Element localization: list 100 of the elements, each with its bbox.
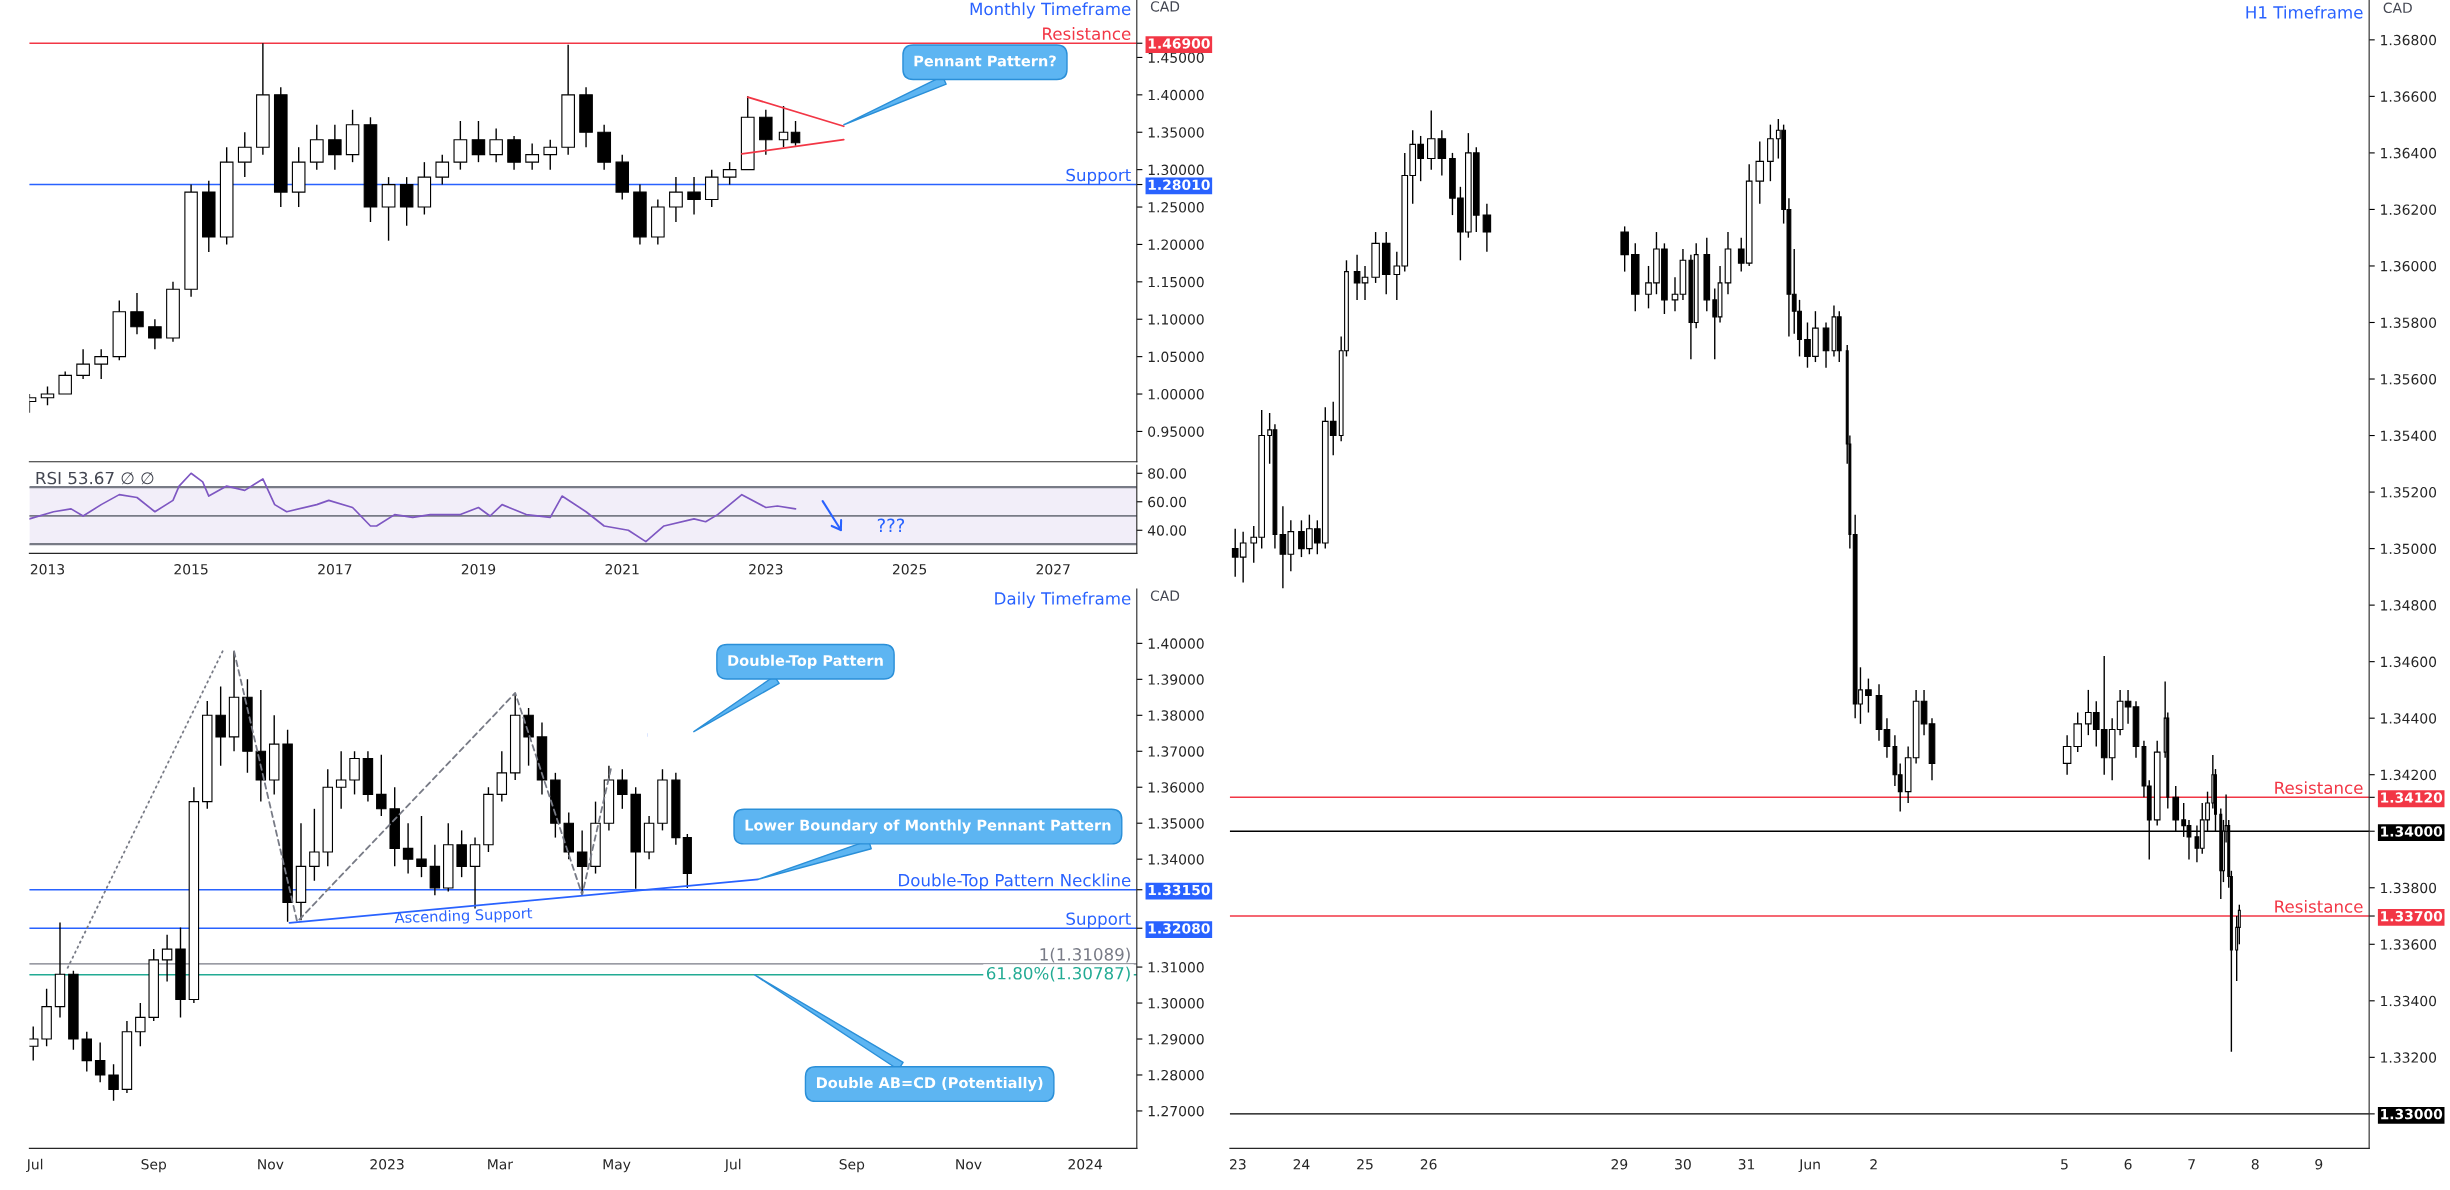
x-tick-label: 7 bbox=[2188, 1159, 2195, 1170]
x-tick-label: 2023 bbox=[749, 564, 783, 575]
candlestick bbox=[1883, 717, 1891, 759]
ref-line-label: 1(1.31089) bbox=[1040, 947, 1130, 963]
candlestick bbox=[435, 153, 450, 186]
candlestick bbox=[76, 348, 90, 380]
y-tick-label: 1.33700 bbox=[2381, 910, 2443, 922]
candlestick bbox=[108, 1063, 119, 1102]
ref-line-label: 61.80%(1.30787) bbox=[986, 966, 1130, 982]
y-tick-label: 1.35800 bbox=[2381, 317, 2437, 328]
candlestick bbox=[328, 124, 342, 171]
candlestick bbox=[148, 318, 162, 350]
y-tick-label: 1.00000 bbox=[1148, 389, 1204, 400]
candlestick bbox=[543, 139, 558, 171]
x-tick-label: 2027 bbox=[1036, 564, 1070, 575]
x-tick-label: 23 bbox=[1230, 1159, 1246, 1170]
x-tick-label: Jul bbox=[724, 1158, 741, 1173]
x-tick-label: Jul bbox=[26, 1158, 43, 1173]
candlestick bbox=[429, 844, 441, 896]
candlestick bbox=[309, 808, 320, 882]
y-tick-label: 1.28000 bbox=[1148, 1069, 1204, 1081]
candlestick bbox=[1767, 123, 1774, 182]
x-tick-label: Sep bbox=[141, 1159, 167, 1173]
candlestick bbox=[687, 176, 701, 216]
y-tick-label: 1.29000 bbox=[1148, 1033, 1204, 1045]
y-tick-label: 1.35000 bbox=[1148, 127, 1204, 138]
x-tick-label: 2025 bbox=[892, 564, 927, 575]
candlestick bbox=[1671, 276, 1679, 312]
x-tick-label: 2023 bbox=[370, 1159, 404, 1170]
x-tick-label: 30 bbox=[1675, 1159, 1691, 1170]
candlestick bbox=[40, 385, 55, 406]
y-tick-label: 60.00 bbox=[1148, 496, 1187, 508]
y-tick-label: 1.32080 bbox=[1148, 923, 1210, 934]
y-tick-label: 1.35200 bbox=[2381, 487, 2437, 498]
candlestick bbox=[1620, 225, 1629, 273]
x-tick-label: 2024 bbox=[1068, 1159, 1103, 1170]
x-tick-label: 2019 bbox=[461, 564, 496, 575]
x-tick-label: 26 bbox=[1420, 1159, 1437, 1170]
y-tick-label: 1.33600 bbox=[2381, 939, 2437, 950]
y-tick-label: 0.95000 bbox=[1148, 426, 1204, 437]
y-axis-title: CAD bbox=[2383, 2, 2412, 14]
x-tick-label: 5 bbox=[2061, 1159, 2068, 1170]
x-tick-label: 31 bbox=[1738, 1159, 1755, 1170]
annotation: Double-Top Pattern bbox=[728, 654, 883, 669]
y-tick-label: 1.33000 bbox=[2381, 1108, 2443, 1120]
y-tick-label: 1.30000 bbox=[1148, 998, 1204, 1009]
chart-title: RSI 53.67 ∅ ∅ bbox=[36, 471, 154, 485]
chart-title: Daily Timeframe bbox=[995, 591, 1131, 608]
x-tick-label: 25 bbox=[1357, 1159, 1373, 1170]
y-tick-label: 1.36000 bbox=[1148, 782, 1204, 793]
y-tick-label: 1.34000 bbox=[2381, 826, 2443, 837]
x-tick-label: 2 bbox=[1870, 1159, 1877, 1170]
x-tick-label: 2013 bbox=[30, 564, 65, 575]
x-tick-label: 6 bbox=[2124, 1159, 2132, 1170]
candlestick bbox=[237, 131, 252, 178]
candlestick bbox=[58, 370, 72, 395]
y-tick-label: 1.10000 bbox=[1148, 314, 1204, 325]
line-series bbox=[29, 472, 797, 543]
candlestick bbox=[94, 1041, 106, 1083]
y-tick-label: 1.20000 bbox=[1148, 239, 1204, 250]
candlestick bbox=[402, 822, 414, 875]
y-tick-label: 1.36400 bbox=[2381, 147, 2437, 159]
y-tick-label: 40.00 bbox=[1147, 525, 1187, 536]
candlestick bbox=[489, 127, 503, 163]
y-tick-label: 1.35000 bbox=[2381, 543, 2437, 555]
candlestick bbox=[507, 135, 521, 171]
x-tick-label: 2017 bbox=[318, 564, 352, 575]
candlestick bbox=[335, 750, 347, 810]
candlestick bbox=[722, 161, 737, 186]
y-tick-label: 1.35600 bbox=[2381, 373, 2437, 385]
annotation: ??? bbox=[877, 518, 905, 532]
candlestick bbox=[496, 750, 508, 803]
y-tick-label: 1.25000 bbox=[1148, 202, 1204, 213]
annotation: Ascending Support bbox=[394, 907, 533, 927]
chart-title: H1 Timeframe bbox=[2246, 5, 2363, 19]
ref-line-label: Resistance bbox=[2275, 781, 2363, 795]
x-tick-label: 24 bbox=[1293, 1159, 1310, 1170]
candlestick bbox=[161, 934, 173, 983]
candlestick bbox=[376, 754, 387, 817]
x-tick-label: Jun bbox=[1798, 1159, 1820, 1173]
y-tick-label: 1.36000 bbox=[2381, 260, 2437, 272]
ref-line-label: Resistance bbox=[2275, 899, 2363, 913]
x-tick-label: 9 bbox=[2315, 1159, 2323, 1170]
y-tick-label: 1.27000 bbox=[1148, 1105, 1204, 1117]
y-tick-label: 1.34600 bbox=[2381, 656, 2437, 668]
y-tick-label: 1.34200 bbox=[2381, 769, 2437, 781]
y-tick-label: 1.38000 bbox=[1148, 710, 1204, 721]
y-tick-label: 1.40000 bbox=[1148, 89, 1204, 101]
y-tick-label: 1.40000 bbox=[1148, 638, 1204, 649]
candlestick bbox=[469, 836, 481, 910]
y-tick-label: 1.37000 bbox=[1148, 746, 1204, 757]
candlestick bbox=[704, 168, 719, 208]
candlestick bbox=[669, 176, 683, 223]
candlestick bbox=[523, 707, 534, 767]
y-tick-label: 1.36600 bbox=[2381, 91, 2437, 102]
y-tick-label: 1.33400 bbox=[2381, 995, 2437, 1007]
y-tick-label: 1.34400 bbox=[2381, 713, 2437, 724]
candlestick bbox=[81, 1031, 93, 1073]
candlestick bbox=[759, 109, 773, 156]
y-tick-label: 1.39000 bbox=[1148, 674, 1204, 685]
